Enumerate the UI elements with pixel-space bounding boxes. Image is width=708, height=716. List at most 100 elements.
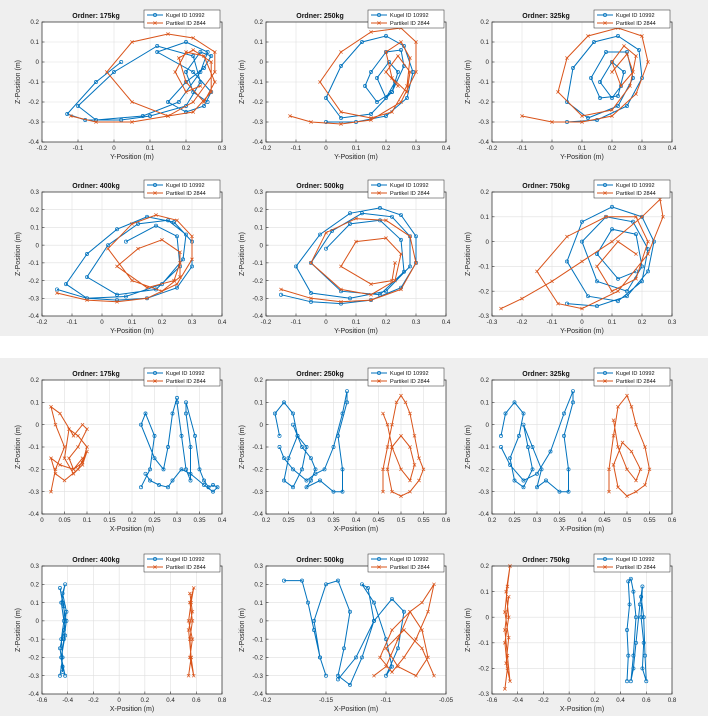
kugel-marker (589, 76, 593, 80)
kugel-marker (76, 104, 80, 108)
kugel-marker (282, 478, 286, 483)
partikel-marker (399, 433, 403, 438)
kugel-marker (324, 96, 328, 100)
kugel-marker (64, 609, 69, 614)
kugel-marker (140, 114, 145, 118)
axes-frame (491, 191, 673, 317)
legend-label: Kugel ID 10992 (390, 371, 429, 377)
x-tick-label: 0.25 (148, 517, 161, 524)
y-tick-label: -0.4 (252, 139, 263, 146)
y-tick-label: -0.1 (478, 444, 489, 451)
legend-label: Partikel ID 2844 (390, 565, 430, 571)
kugel-marker (631, 589, 636, 594)
partikel-marker (188, 591, 192, 596)
kugel-marker (63, 673, 68, 678)
kugel-marker (286, 456, 291, 461)
partikel-marker (634, 214, 638, 219)
y-axis-label: Z-Position (m) (465, 608, 472, 652)
partikel-marker (631, 70, 635, 74)
x-tick-label: 0 (324, 145, 328, 152)
partikel-marker (408, 478, 412, 483)
y-tick-label: 0.2 (30, 377, 39, 384)
kugel-marker (282, 456, 286, 461)
kugel-marker (152, 456, 157, 461)
y-tick-label: -0.1 (252, 444, 263, 451)
partikel-marker (629, 404, 634, 409)
x-tick-label: 0.1 (578, 145, 587, 152)
kugel-marker (363, 84, 367, 88)
kugel-marker (625, 289, 629, 294)
kugel-marker (155, 44, 160, 48)
kugel-marker (348, 211, 352, 216)
partikel-marker (190, 234, 194, 239)
partikel-marker (556, 301, 560, 306)
y-tick-label: 0 (36, 242, 40, 249)
kugel-marker (60, 655, 65, 660)
partikel-marker (414, 40, 418, 44)
legend-marker (603, 371, 607, 375)
kugel-marker (399, 213, 403, 217)
partikel-marker (130, 120, 134, 124)
kugel-marker (184, 70, 188, 74)
x-tick-label: 0.15 (103, 517, 116, 524)
kugel-marker (300, 578, 304, 583)
kugel-marker (202, 478, 206, 483)
partikel-marker (396, 84, 400, 88)
kugel-marker (166, 100, 170, 104)
partikel-marker (634, 422, 638, 427)
x-tick-label: -0.2 (261, 145, 272, 152)
kugel-marker (604, 50, 608, 54)
kugel-marker (188, 478, 193, 483)
kugel-marker (176, 100, 181, 104)
kugel-marker (205, 100, 210, 104)
x-tick-label: 0.4 (616, 697, 625, 704)
kugel-marker (304, 485, 309, 490)
y-tick-label: 0.2 (254, 207, 263, 214)
partikel-marker (638, 467, 643, 472)
partikel-marker (611, 463, 616, 467)
kugel-marker (324, 120, 328, 124)
y-tick-label: -0.1 (28, 260, 39, 267)
kugel-marker (402, 609, 406, 614)
kugel-marker (112, 70, 116, 74)
y-tick-label: -0.4 (28, 691, 39, 698)
x-tick-label: -0.4 (512, 697, 523, 704)
kugel-marker (348, 296, 352, 301)
partikel-marker (173, 70, 178, 74)
x-axis-label: Y-Position (m) (334, 328, 378, 335)
partikel-marker (71, 471, 76, 476)
partikel-marker (145, 296, 149, 301)
kugel-marker (190, 264, 194, 269)
partikel-marker (625, 467, 629, 472)
kugel-marker (616, 34, 620, 38)
partikel-marker (414, 70, 418, 74)
kugel-marker (205, 50, 210, 54)
partikel-marker (616, 289, 620, 294)
partikel-marker (390, 628, 394, 632)
x-tick-label: 0.2 (638, 319, 647, 326)
y-tick-label: -0.4 (28, 511, 39, 518)
partikel-marker (610, 60, 614, 64)
y-tick-label: 0.2 (480, 377, 489, 384)
partikel-marker (408, 445, 412, 449)
partikel-marker (67, 427, 71, 431)
legend-marker (153, 21, 157, 25)
kugel-marker (625, 628, 629, 632)
partikel-marker (616, 404, 620, 409)
partikel-marker (130, 278, 134, 283)
kugel-marker (143, 411, 148, 416)
kugel-trajectory (284, 579, 405, 686)
y-tick-label: -0.2 (28, 99, 39, 106)
y-axis-label: Z-Position (m) (15, 232, 22, 276)
chart-title: Ordner: 750kg (522, 183, 569, 190)
kugel-marker (640, 214, 644, 219)
kugel-marker (273, 411, 277, 416)
kugel-marker (184, 232, 188, 237)
y-axis-label: Z-Position (m) (15, 608, 22, 652)
y-tick-label: 0.2 (30, 581, 39, 588)
partikel-marker (309, 120, 313, 124)
kugel-marker (348, 609, 352, 614)
kugel-marker (565, 259, 569, 264)
kugel-marker (148, 467, 152, 472)
y-tick-label: -0.1 (252, 79, 263, 86)
